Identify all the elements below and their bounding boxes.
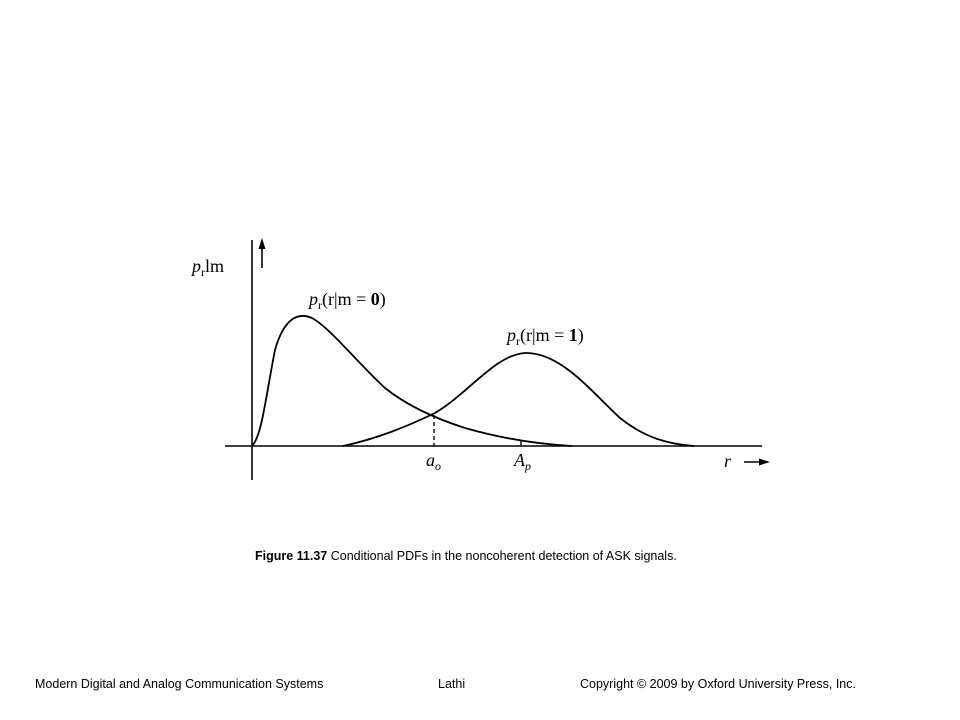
curve-m1-label: pr(r|m = 1): [505, 325, 584, 348]
y-axis-arrow: [258, 238, 266, 268]
x-axis-label: r: [724, 451, 732, 471]
figure-caption-text: Conditional PDFs in the noncoherent dete…: [330, 549, 677, 563]
curve-m1: [342, 352, 695, 447]
footer-author: Lathi: [438, 677, 466, 691]
figure-number: Figure 11.37: [255, 549, 328, 563]
footer-copyright: Copyright © 2009 by Oxford University Pr…: [580, 677, 856, 691]
x-axis-arrow: [744, 458, 770, 466]
y-axis-label: prlm: [190, 256, 224, 279]
peak-label: Ap: [513, 450, 531, 473]
threshold-label: ao: [426, 450, 441, 473]
curve-m0: [251, 315, 573, 447]
figure-caption: Figure 11.37 Conditional PDFs in the non…: [255, 549, 677, 563]
curve-m0-label: pr(r|m = 0): [307, 289, 386, 312]
footer-book-title: Modern Digital and Analog Communication …: [35, 677, 324, 691]
